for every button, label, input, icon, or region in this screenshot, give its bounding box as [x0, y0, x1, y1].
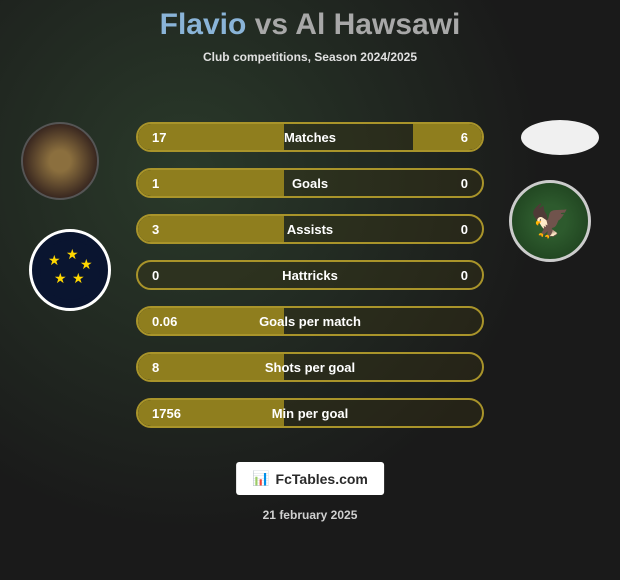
- stat-value-left: 0.06: [152, 314, 177, 329]
- stat-fill-right: [413, 124, 482, 150]
- footer-date: 21 february 2025: [263, 508, 358, 522]
- stat-row: 8 Shots per goal: [136, 352, 484, 382]
- footer-brand-badge: 📊 FcTables.com: [236, 462, 384, 495]
- stat-row: 1756 Min per goal: [136, 398, 484, 428]
- stat-value-right: 0: [461, 176, 468, 191]
- brand-text: FcTables.com: [276, 471, 368, 487]
- stat-value-right: 0: [461, 222, 468, 237]
- chart-icon: 📊: [252, 470, 269, 487]
- stat-value-left: 3: [152, 222, 159, 237]
- stat-label: Assists: [287, 222, 333, 237]
- eagle-icon: 🦅: [530, 202, 570, 240]
- player2-name: Al Hawsawi: [295, 8, 460, 41]
- club-badge-left: ★ ★ ★ ★ ★: [29, 229, 111, 311]
- stat-value-left: 1: [152, 176, 159, 191]
- stat-row: 17 6 Matches: [136, 122, 484, 152]
- badge-left-inner: ★ ★ ★ ★ ★: [40, 240, 100, 300]
- stat-value-left: 17: [152, 130, 166, 145]
- stat-fill-left: [138, 170, 284, 196]
- stat-label: Matches: [284, 130, 336, 145]
- stat-value-right: 6: [461, 130, 468, 145]
- stat-value-left: 8: [152, 360, 159, 375]
- subtitle: Club competitions, Season 2024/2025: [0, 50, 620, 64]
- stat-row: 0.06 Goals per match: [136, 306, 484, 336]
- stat-fill-left: [138, 354, 284, 380]
- stat-value-right: 0: [461, 268, 468, 283]
- player1-avatar: [21, 122, 99, 200]
- stat-fill-left: [138, 216, 284, 242]
- stat-row: 0 0 Hattricks: [136, 260, 484, 290]
- player2-avatar: [521, 120, 599, 155]
- stat-row: 3 0 Assists: [136, 214, 484, 244]
- title-vs: vs: [255, 8, 288, 41]
- stat-label: Goals: [292, 176, 328, 191]
- stat-label: Hattricks: [282, 268, 338, 283]
- comparison-title: Flavio vs Al Hawsawi: [0, 0, 620, 42]
- stat-row: 1 0 Goals: [136, 168, 484, 198]
- stat-label: Min per goal: [272, 406, 349, 421]
- stat-value-left: 0: [152, 268, 159, 283]
- stat-label: Goals per match: [259, 314, 361, 329]
- stat-label: Shots per goal: [265, 360, 355, 375]
- stat-value-left: 1756: [152, 406, 181, 421]
- club-badge-right: 🦅: [509, 180, 591, 262]
- stats-container: 17 6 Matches 1 0 Goals 3 0 Assists 0 0 Hattricks 0.0…: [136, 122, 484, 444]
- player1-name: Flavio: [160, 8, 247, 41]
